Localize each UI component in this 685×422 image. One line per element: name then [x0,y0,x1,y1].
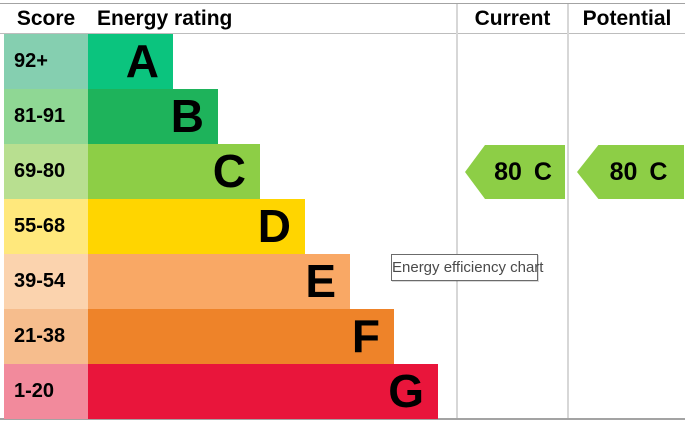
current-rating-score: 80 [494,157,522,186]
current-rating-arrow: 80 C [465,145,565,199]
potential-rating-score: 80 [609,157,638,186]
band-bar: G [88,364,438,419]
band-bar: D [88,199,305,254]
potential-rating-band: C [649,157,668,186]
current-rating-band: C [533,157,552,186]
band-score-range: 81-91 [4,89,88,144]
band-score-range: 39-54 [4,254,88,309]
potential-rating-arrow: 80 C [577,145,684,199]
band-bar: F [88,309,394,364]
top-border [0,3,685,4]
band-score-range: 1-20 [4,364,88,419]
band-score-range: 55-68 [4,199,88,254]
band-bar: C [88,144,260,199]
band-score-range: 92+ [4,34,88,89]
current-column-header: Current [474,7,551,30]
band-bar: B [88,89,218,144]
bottom-border [0,418,685,420]
header-underline [0,33,685,34]
energy-rating-column-header: Energy rating [97,7,233,30]
band-bar: E [88,254,350,309]
band-score-range: 21-38 [4,309,88,364]
chart-tooltip: Energy efficiency chart [391,254,543,281]
band-score-range: 69-80 [4,144,88,199]
potential-column-header: Potential [582,7,672,30]
potential-column-divider [567,4,569,418]
band-bar: A [88,34,173,89]
current-column-divider [456,4,458,418]
score-column-header: Score [16,7,76,30]
